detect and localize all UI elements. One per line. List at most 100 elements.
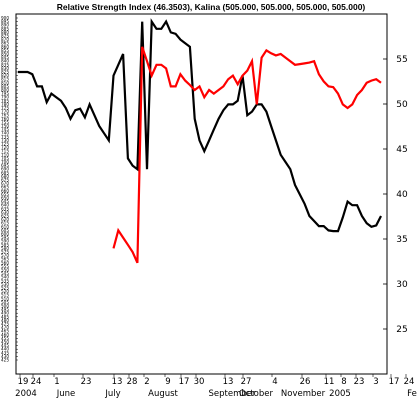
left-tick-label: 660 [1, 188, 9, 193]
left-tick-label: 820 [1, 73, 9, 78]
price-line [18, 18, 382, 233]
x-day-label: 27 [241, 377, 252, 387]
left-tick-label: 890 [1, 23, 9, 28]
left-tick-label: 545 [1, 271, 9, 276]
left-tick-label: 735 [1, 134, 9, 139]
left-tick-label: 840 [1, 59, 9, 64]
left-tick-label: 605 [1, 228, 9, 233]
left-tick-label: 435 [1, 350, 9, 355]
x-month-label: 2005 [329, 389, 351, 399]
chart-title: Relative Strength Index (46.3503), Kalin… [57, 2, 366, 12]
left-tick-label: 675 [1, 178, 9, 183]
left-tick-label: 680 [1, 174, 9, 179]
x-month-label: September [209, 389, 256, 399]
left-tick-label: 595 [1, 235, 9, 240]
left-tick-label: 630 [1, 210, 9, 215]
left-tick-label: 865 [1, 41, 9, 46]
x-day-label: 11 [324, 377, 335, 387]
left-tick-label: 505 [1, 300, 9, 305]
left-tick-label: 460 [1, 332, 9, 337]
right-tick-label: 40 [396, 190, 408, 200]
left-tick-label: 695 [1, 163, 9, 168]
left-tick-label: 810 [1, 80, 9, 85]
left-tick-label: 590 [1, 239, 9, 244]
x-day-label: 26 [300, 377, 311, 387]
left-tick-label: 895 [1, 19, 9, 24]
left-tick-label: 815 [1, 77, 9, 82]
left-tick-label: 785 [1, 98, 9, 103]
left-tick-label: 750 [1, 124, 9, 129]
right-tick-label: 50 [396, 100, 408, 110]
x-day-label: 2 [144, 377, 149, 387]
left-tick-label: 560 [1, 260, 9, 265]
left-tick-label: 745 [1, 127, 9, 132]
left-tick-label: 470 [1, 325, 9, 330]
left-tick-label: 860 [1, 44, 9, 49]
left-tick-label: 600 [1, 232, 9, 237]
right-rsi-axis: 55 50 45 40 35 30 25 [383, 55, 408, 335]
x-month-label: June [56, 389, 76, 399]
left-tick-label: 875 [1, 34, 9, 39]
right-tick-label: 35 [396, 235, 407, 245]
left-tick-label: 655 [1, 192, 9, 197]
left-tick-label: 715 [1, 149, 9, 154]
x-day-label: 17 [389, 377, 400, 387]
right-tick-label: 45 [396, 145, 407, 155]
x-day-label: 23 [81, 377, 92, 387]
left-tick-label: 625 [1, 214, 9, 219]
left-tick-label: 490 [1, 311, 9, 316]
left-tick-label: 845 [1, 55, 9, 60]
x-day-label: 1 [54, 377, 59, 387]
left-tick-label: 850 [1, 52, 9, 57]
left-price-axis: 9008958908858808758708658608558508458408… [1, 16, 18, 363]
x-month-label: November [281, 389, 326, 399]
left-tick-label: 825 [1, 70, 9, 75]
left-tick-label: 615 [1, 221, 9, 226]
left-tick-label: 720 [1, 145, 9, 150]
x-day-label: 8 [341, 377, 346, 387]
x-day-label: 19 [18, 377, 29, 387]
left-tick-label: 760 [1, 116, 9, 121]
left-tick-label: 700 [1, 160, 9, 165]
x-month-label: Fe [407, 389, 417, 399]
left-tick-label: 500 [1, 304, 9, 309]
left-tick-label: 645 [1, 199, 9, 204]
left-tick-label: 650 [1, 196, 9, 201]
left-tick-label: 685 [1, 170, 9, 175]
series-layer [18, 18, 382, 264]
x-day-label: 24 [404, 377, 415, 387]
left-tick-label: 515 [1, 293, 9, 298]
left-tick-label: 475 [1, 322, 9, 327]
left-tick-label: 455 [1, 336, 9, 341]
left-tick-label: 525 [1, 286, 9, 291]
x-month-label: August [148, 389, 178, 399]
left-tick-label: 480 [1, 318, 9, 323]
x-day-label: 17 [179, 377, 190, 387]
plot-frame [15, 13, 388, 375]
left-tick-label: 740 [1, 131, 9, 136]
left-tick-label: 450 [1, 340, 9, 345]
left-tick-label: 800 [1, 88, 9, 93]
x-day-label: 23 [354, 377, 365, 387]
left-tick-label: 765 [1, 113, 9, 118]
left-tick-label: 570 [1, 253, 9, 258]
left-tick-label: 870 [1, 37, 9, 42]
left-tick-label: 795 [1, 91, 9, 96]
left-tick-label: 755 [1, 120, 9, 125]
left-tick-label: 445 [1, 343, 9, 348]
x-day-label: 30 [194, 377, 205, 387]
right-tick-label: 30 [396, 280, 408, 290]
left-tick-label: 710 [1, 152, 9, 157]
x-day-label: 28 [127, 377, 138, 387]
left-tick-label: 640 [1, 203, 9, 208]
left-tick-label: 835 [1, 62, 9, 67]
right-tick-label: 25 [396, 325, 407, 335]
left-tick-label: 880 [1, 30, 9, 35]
left-tick-label: 830 [1, 66, 9, 71]
x-day-label: 3 [373, 377, 378, 387]
left-tick-label: 485 [1, 314, 9, 319]
left-tick-label: 775 [1, 106, 9, 111]
left-tick-label: 530 [1, 282, 9, 287]
left-tick-label: 900 [1, 16, 9, 21]
